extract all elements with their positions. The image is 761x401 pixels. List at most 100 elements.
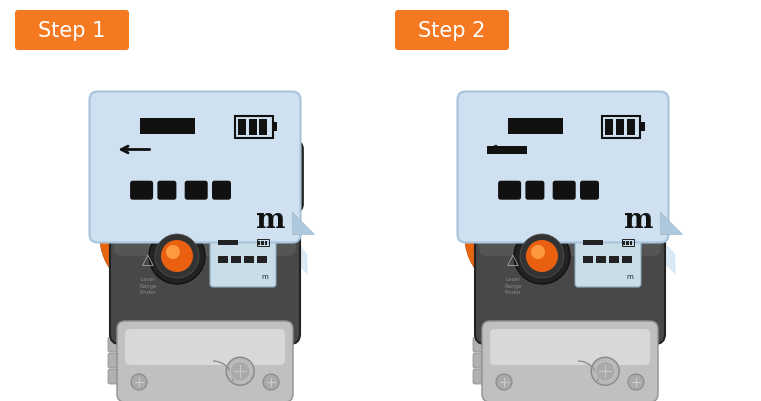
Bar: [622, 256, 632, 263]
Bar: [609, 256, 619, 263]
FancyBboxPatch shape: [575, 231, 641, 287]
Circle shape: [628, 374, 644, 390]
Text: Laser
Range
Finder: Laser Range Finder: [139, 276, 157, 294]
Bar: [628, 119, 635, 135]
Bar: [272, 123, 278, 132]
FancyBboxPatch shape: [473, 369, 492, 384]
Text: 2: 2: [520, 254, 527, 264]
Text: Step 1: Step 1: [38, 21, 106, 41]
Text: m: m: [626, 273, 633, 279]
Polygon shape: [292, 213, 314, 235]
Text: m: m: [624, 207, 653, 233]
Bar: [234, 116, 272, 138]
FancyBboxPatch shape: [110, 164, 300, 344]
Circle shape: [221, 205, 229, 213]
Circle shape: [526, 241, 558, 272]
Text: △: △: [507, 252, 519, 267]
FancyBboxPatch shape: [158, 181, 177, 200]
Circle shape: [161, 241, 193, 272]
Circle shape: [131, 374, 147, 390]
Circle shape: [166, 245, 180, 259]
Circle shape: [629, 178, 645, 194]
FancyBboxPatch shape: [498, 181, 521, 200]
Circle shape: [230, 361, 250, 381]
FancyBboxPatch shape: [552, 181, 576, 200]
Text: m: m: [256, 207, 285, 233]
Bar: [260, 119, 268, 135]
Text: Laser
Range
Finder: Laser Range Finder: [505, 276, 522, 294]
FancyBboxPatch shape: [525, 181, 544, 200]
FancyBboxPatch shape: [475, 164, 665, 344]
Bar: [596, 256, 606, 263]
Ellipse shape: [100, 184, 174, 284]
Polygon shape: [220, 188, 307, 275]
FancyBboxPatch shape: [114, 168, 296, 256]
Circle shape: [226, 357, 254, 385]
FancyBboxPatch shape: [472, 142, 668, 213]
Circle shape: [514, 229, 570, 284]
Circle shape: [495, 178, 511, 194]
FancyBboxPatch shape: [210, 231, 276, 287]
Bar: [265, 241, 268, 245]
Circle shape: [149, 229, 205, 284]
Circle shape: [520, 235, 564, 278]
Bar: [218, 241, 238, 245]
Bar: [623, 241, 626, 245]
FancyBboxPatch shape: [107, 142, 303, 213]
Bar: [626, 241, 629, 245]
Text: 2: 2: [155, 254, 161, 264]
Ellipse shape: [114, 202, 170, 277]
Circle shape: [591, 357, 619, 385]
FancyBboxPatch shape: [580, 181, 599, 200]
Bar: [606, 119, 613, 135]
FancyBboxPatch shape: [15, 11, 129, 51]
Circle shape: [531, 245, 545, 259]
FancyBboxPatch shape: [90, 92, 301, 243]
Bar: [231, 256, 241, 263]
Circle shape: [496, 374, 512, 390]
FancyBboxPatch shape: [185, 181, 208, 200]
Bar: [257, 239, 269, 246]
Ellipse shape: [464, 184, 540, 284]
FancyBboxPatch shape: [479, 168, 661, 256]
Circle shape: [586, 205, 594, 213]
FancyBboxPatch shape: [473, 337, 492, 352]
Circle shape: [155, 235, 199, 278]
Bar: [616, 119, 625, 135]
FancyBboxPatch shape: [490, 329, 650, 365]
Bar: [603, 116, 641, 138]
Polygon shape: [585, 188, 676, 275]
FancyBboxPatch shape: [457, 92, 668, 243]
Bar: [488, 146, 527, 154]
Bar: [630, 241, 632, 245]
Bar: [583, 241, 603, 245]
Bar: [140, 118, 196, 134]
Circle shape: [264, 178, 280, 194]
FancyBboxPatch shape: [108, 353, 127, 368]
Circle shape: [263, 374, 279, 390]
Bar: [641, 123, 645, 132]
FancyBboxPatch shape: [108, 337, 127, 352]
FancyBboxPatch shape: [125, 329, 285, 365]
Bar: [258, 241, 260, 245]
Bar: [244, 256, 254, 263]
Bar: [218, 256, 228, 263]
Bar: [249, 119, 256, 135]
Text: △: △: [142, 252, 154, 267]
FancyBboxPatch shape: [108, 369, 127, 384]
Circle shape: [595, 361, 615, 381]
FancyBboxPatch shape: [473, 353, 492, 368]
FancyBboxPatch shape: [130, 181, 153, 200]
FancyBboxPatch shape: [117, 321, 293, 401]
Text: Step 2: Step 2: [419, 21, 486, 41]
FancyBboxPatch shape: [395, 11, 509, 51]
Bar: [257, 256, 267, 263]
FancyBboxPatch shape: [212, 181, 231, 200]
FancyBboxPatch shape: [482, 321, 658, 401]
Bar: [622, 239, 634, 246]
Ellipse shape: [479, 202, 534, 277]
Circle shape: [130, 178, 146, 194]
Text: m: m: [261, 273, 268, 279]
Polygon shape: [661, 213, 683, 235]
Bar: [237, 119, 246, 135]
